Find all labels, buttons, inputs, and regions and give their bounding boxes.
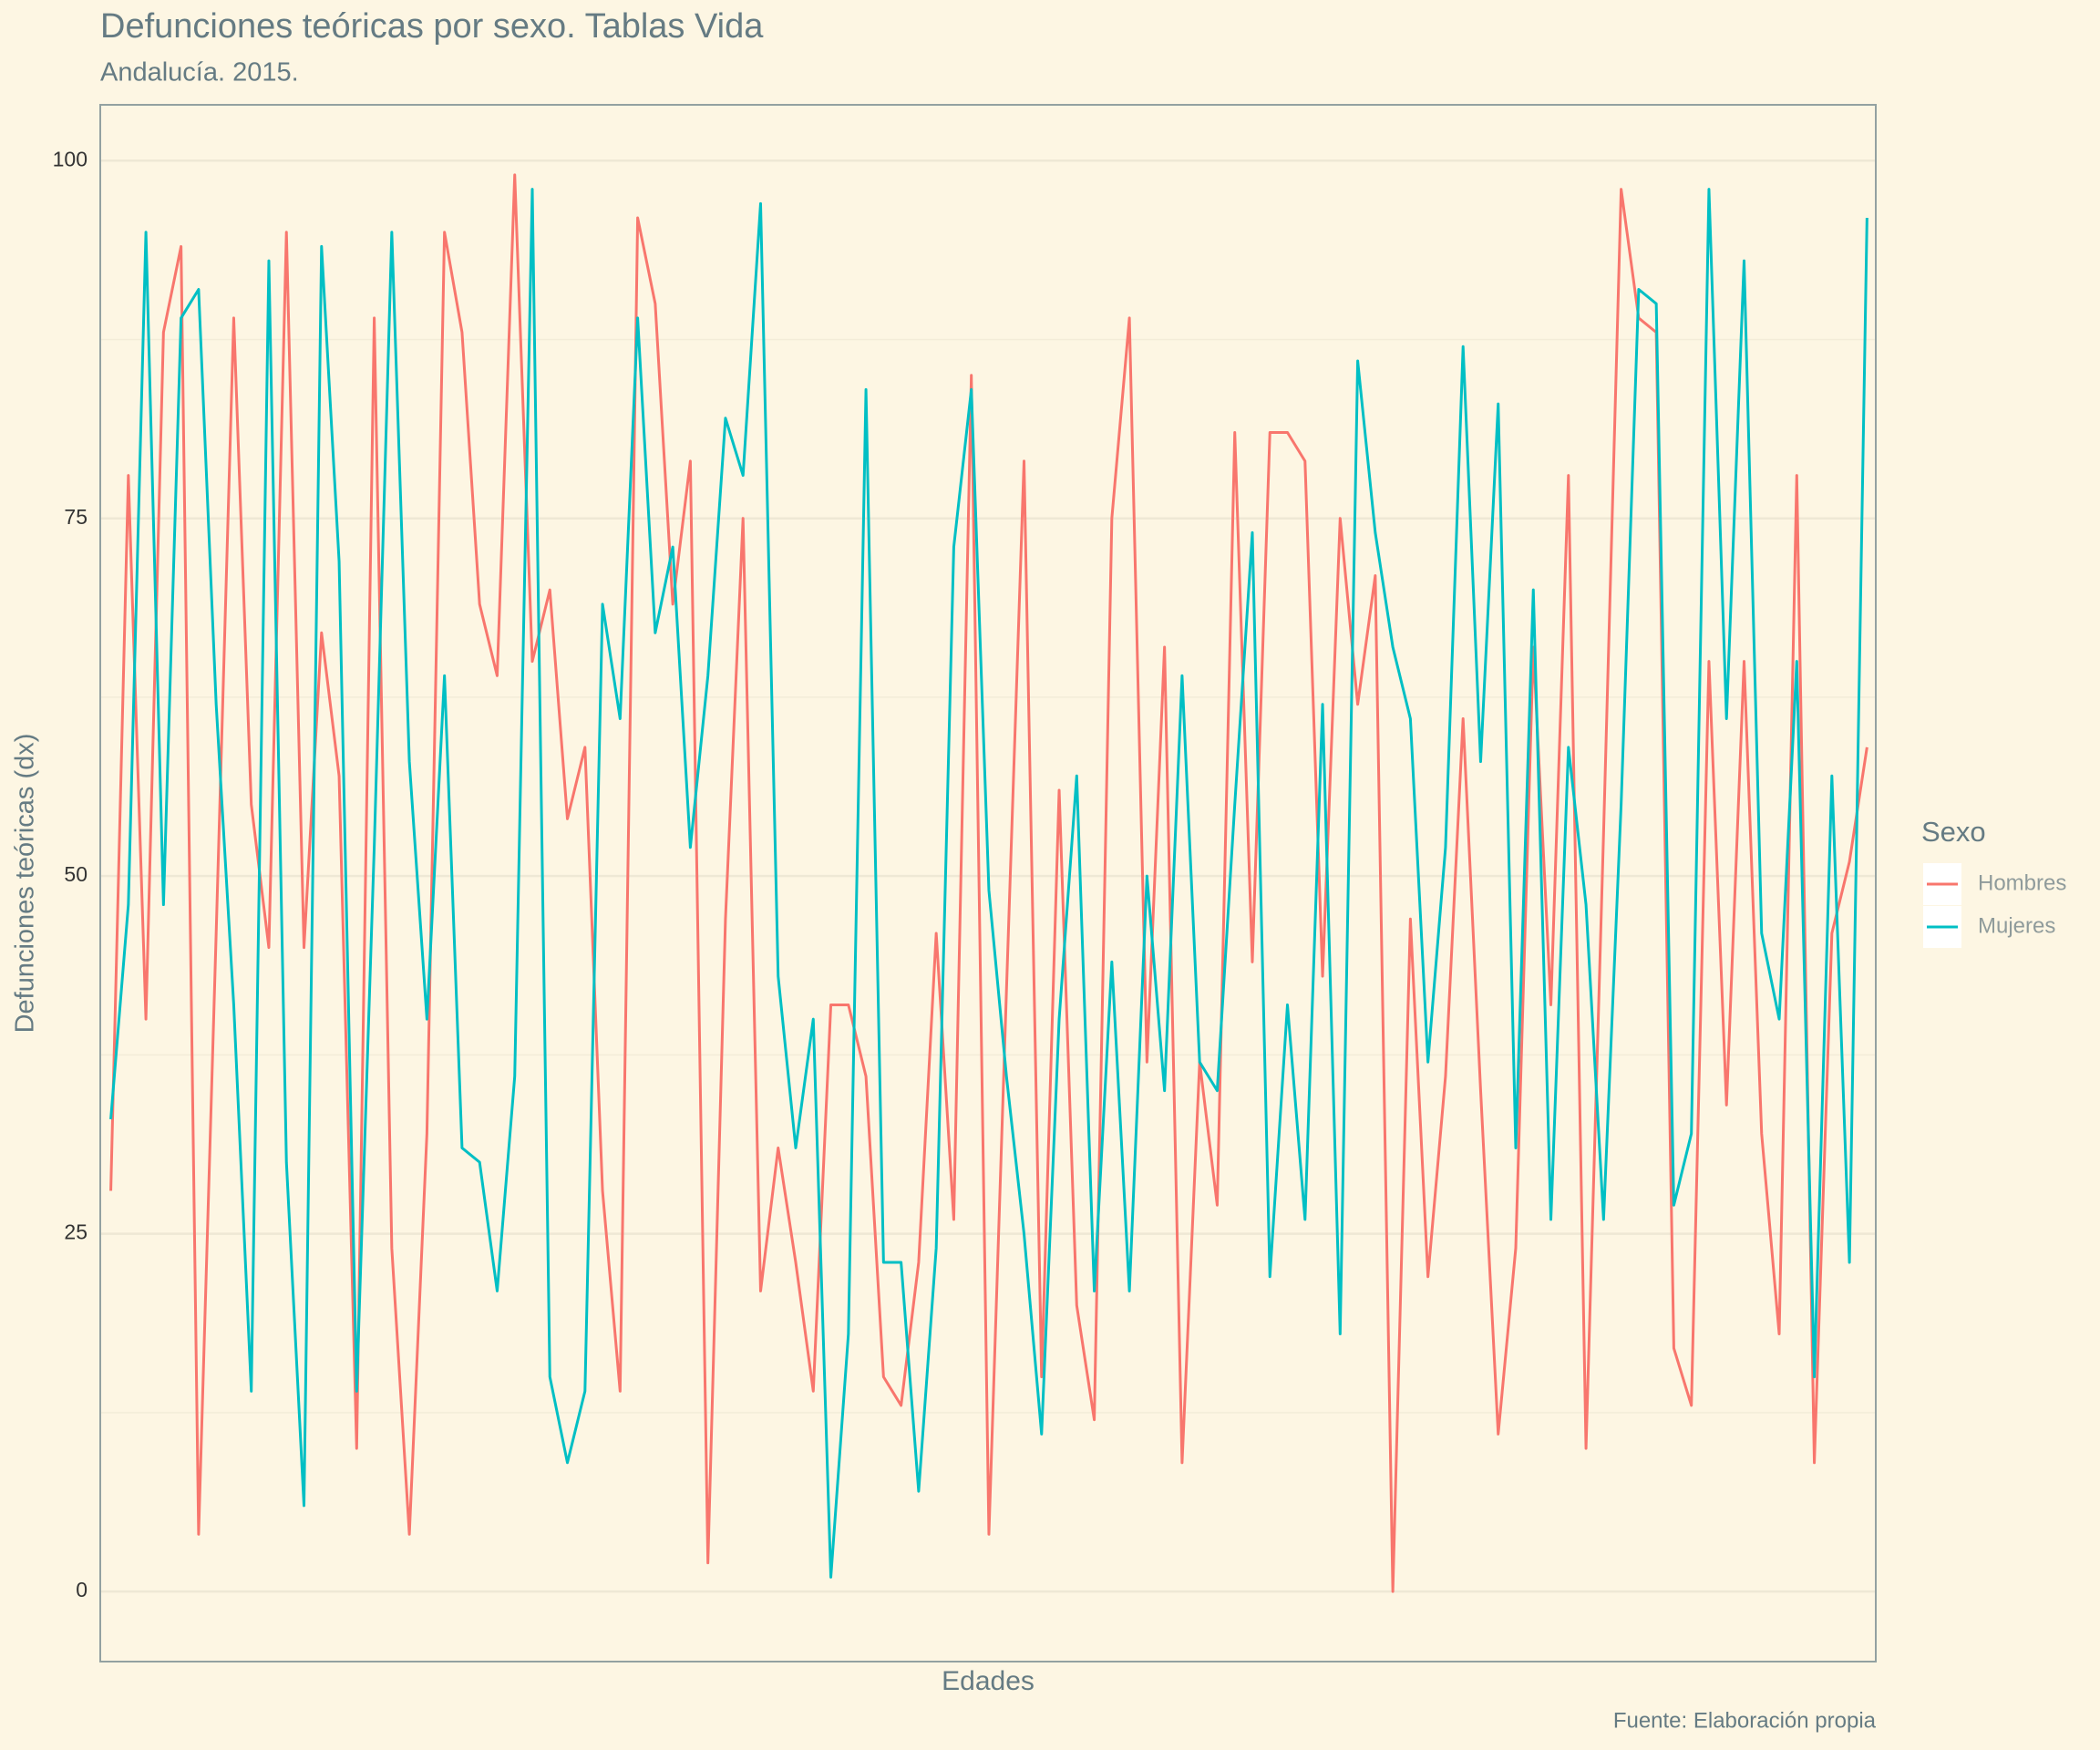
caption: Fuente: Elaboración propia (1613, 1708, 1877, 1733)
y-axis-label: Defunciones teóricas (dx) (11, 734, 40, 1034)
plot-border (99, 104, 1877, 1662)
chart-title: Defunciones teóricas por sexo. Tablas Vi… (100, 7, 764, 46)
y-tick-label: 25 (64, 1220, 88, 1244)
legend-label: Mujeres (1978, 913, 2055, 938)
chart-subtitle: Andalucía. 2015. (100, 58, 299, 88)
series-line (109, 188, 1868, 1579)
y-tick-label: 100 (53, 147, 88, 170)
x-axis-label: Edades (942, 1666, 1035, 1696)
legend-title: Sexo (1921, 816, 1986, 848)
legend-label: Hombres (1978, 870, 2066, 895)
y-tick-label: 50 (64, 862, 88, 886)
y-tick-label: 75 (64, 505, 88, 529)
y-tick-label: 0 (76, 1578, 88, 1601)
